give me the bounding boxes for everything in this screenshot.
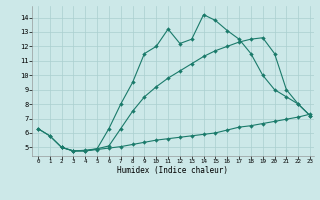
X-axis label: Humidex (Indice chaleur): Humidex (Indice chaleur) xyxy=(117,166,228,175)
